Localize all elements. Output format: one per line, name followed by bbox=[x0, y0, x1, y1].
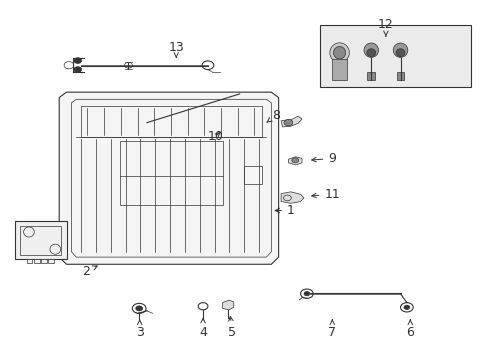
Circle shape bbox=[74, 58, 81, 63]
Ellipse shape bbox=[395, 49, 404, 57]
Text: 4: 4 bbox=[199, 318, 206, 339]
Bar bbox=[120, 140, 222, 205]
Bar bbox=[320, 25, 470, 87]
Polygon shape bbox=[59, 92, 278, 264]
Polygon shape bbox=[281, 116, 302, 127]
Text: 6: 6 bbox=[406, 320, 413, 339]
Text: 13: 13 bbox=[168, 41, 184, 57]
Text: 12: 12 bbox=[377, 18, 393, 36]
Polygon shape bbox=[288, 157, 302, 165]
Text: 10: 10 bbox=[207, 130, 223, 144]
Ellipse shape bbox=[392, 43, 407, 57]
Text: 1: 1 bbox=[275, 204, 294, 217]
Ellipse shape bbox=[363, 43, 378, 57]
Text: 5: 5 bbox=[228, 316, 236, 339]
Bar bbox=[26, 259, 32, 263]
Circle shape bbox=[136, 306, 142, 311]
Text: 2: 2 bbox=[82, 265, 97, 278]
Ellipse shape bbox=[329, 43, 348, 63]
Ellipse shape bbox=[333, 46, 345, 59]
Bar bbox=[34, 259, 40, 263]
Circle shape bbox=[74, 67, 81, 72]
Bar bbox=[41, 259, 47, 263]
Ellipse shape bbox=[366, 49, 375, 57]
Bar bbox=[244, 166, 261, 184]
Circle shape bbox=[284, 120, 292, 126]
Text: 8: 8 bbox=[266, 109, 280, 122]
Bar bbox=[81, 107, 261, 137]
Circle shape bbox=[291, 158, 298, 163]
Polygon shape bbox=[222, 300, 233, 310]
Polygon shape bbox=[281, 192, 304, 203]
Bar bbox=[366, 72, 374, 80]
Bar bbox=[396, 72, 404, 80]
Circle shape bbox=[403, 305, 409, 310]
Circle shape bbox=[304, 292, 309, 296]
Text: 9: 9 bbox=[311, 152, 336, 165]
Bar bbox=[48, 259, 54, 263]
Bar bbox=[331, 59, 346, 80]
Bar bbox=[20, 226, 61, 255]
Polygon shape bbox=[15, 221, 66, 259]
Text: 11: 11 bbox=[311, 188, 340, 201]
Text: 7: 7 bbox=[327, 320, 336, 339]
Text: 3: 3 bbox=[136, 320, 143, 339]
